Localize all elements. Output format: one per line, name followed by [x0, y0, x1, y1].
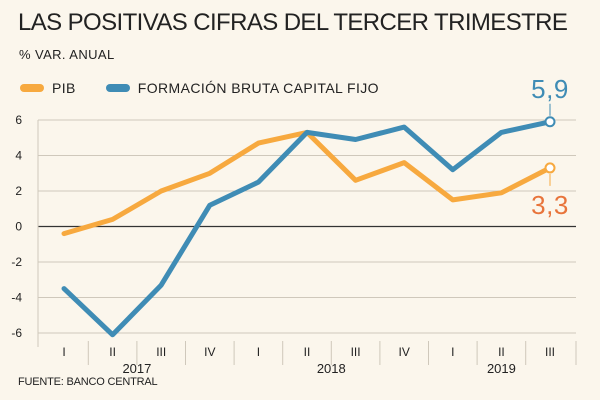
y-tick-label: -6	[11, 326, 22, 340]
series-line-pib	[61, 129, 553, 237]
chart-legend: PIB FORMACIÓN BRUTA CAPITAL FIJO	[20, 80, 409, 96]
x-tick-label: IV	[399, 345, 410, 359]
y-tick-label: -2	[11, 255, 22, 269]
x-tick-label: III	[156, 345, 166, 359]
chart-subtitle: % VAR. ANUAL	[19, 47, 115, 62]
x-year-label: 2019	[487, 361, 516, 376]
legend-swatch-pib	[20, 84, 44, 92]
x-tick-label: II	[498, 345, 505, 359]
chart-title: LAS POSITIVAS CIFRAS DEL TERCER TRIMESTR…	[18, 9, 568, 36]
y-tick-label: -4	[11, 291, 22, 305]
source-note: FUENTE: BANCO CENTRAL	[18, 376, 158, 388]
x-tick-label: I	[257, 345, 260, 359]
legend-item-pib: PIB	[20, 80, 76, 96]
callout-label-fbcf: 5,9	[531, 74, 569, 104]
callout-label-pib: 3,3	[531, 190, 569, 220]
x-tick-label: II	[109, 345, 116, 359]
legend-swatch-fbcf	[105, 84, 130, 92]
x-tick-label: I	[451, 345, 454, 359]
x-year-label: 2017	[122, 361, 151, 376]
legend-item-fbcf: FORMACIÓN BRUTA CAPITAL FIJO	[105, 80, 379, 96]
x-tick-label: III	[351, 345, 361, 359]
y-tick-label: 2	[15, 184, 22, 198]
x-tick-label: I	[62, 345, 65, 359]
x-tick-label: III	[545, 345, 555, 359]
y-tick-label: 0	[15, 220, 22, 234]
legend-label-fbcf: FORMACIÓN BRUTA CAPITAL FIJO	[137, 80, 379, 96]
x-year-label: 2018	[317, 361, 346, 376]
y-tick-label: 4	[15, 149, 22, 163]
series-line-fbcf	[61, 119, 553, 338]
end-marker-pib	[544, 162, 556, 174]
x-tick-label: II	[304, 345, 311, 359]
end-marker-fbcf	[544, 116, 556, 128]
x-tick-label: IV	[204, 345, 215, 359]
legend-label-pib: PIB	[52, 80, 76, 96]
y-tick-label: 6	[15, 113, 22, 127]
